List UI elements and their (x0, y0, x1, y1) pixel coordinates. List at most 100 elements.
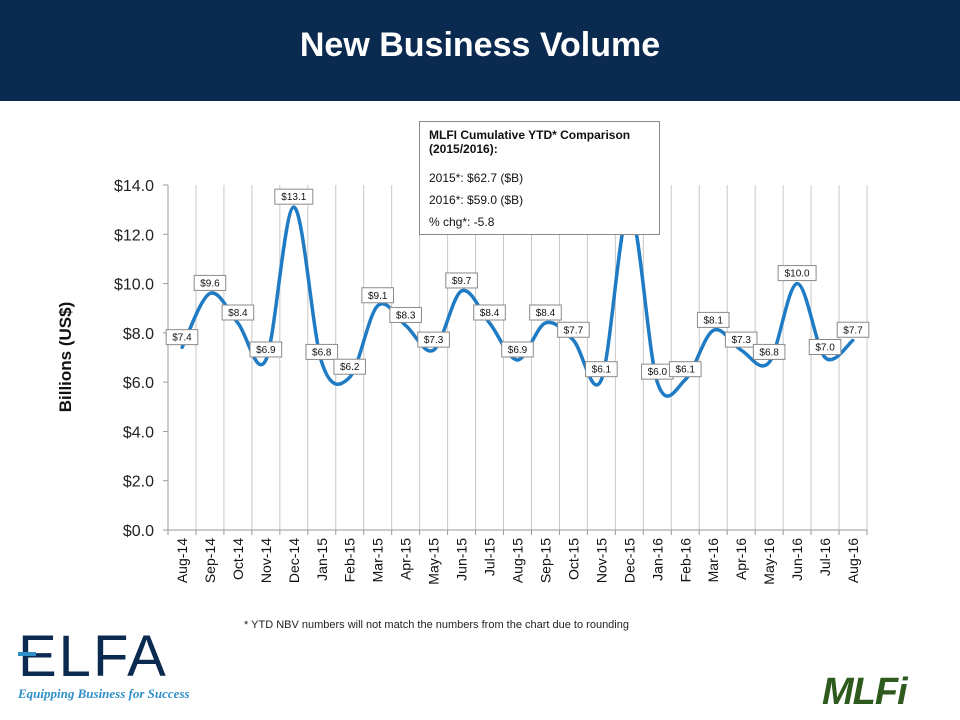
x-tick-label: May-16 (761, 538, 777, 585)
ytd-comparison-title: MLFI Cumulative YTD* Comparison (2015/20… (429, 128, 631, 156)
data-label: $6.9 (256, 345, 276, 356)
data-point (460, 289, 464, 293)
x-tick-label: Jul-15 (482, 538, 498, 576)
data-label: $7.4 (172, 333, 192, 344)
data-label: $6.0 (648, 367, 668, 378)
x-tick-label: Apr-15 (398, 538, 414, 580)
page-title: New Business Volume (299, 26, 661, 64)
data-point (292, 205, 296, 209)
data-point (432, 348, 436, 352)
x-tick-label: May-15 (426, 538, 442, 585)
ytd-2016-line: 2016*: $59.0 ($B) (429, 193, 524, 207)
y-tick-label: $0.0 (123, 523, 154, 540)
data-label-box (333, 358, 367, 375)
x-tick-label: Aug-16 (845, 538, 861, 583)
data-point (599, 378, 603, 382)
x-tick-label: Jan-15 (314, 538, 330, 581)
data-point (348, 375, 352, 379)
data-point (767, 360, 771, 364)
data-label: $9.6 (200, 278, 220, 289)
data-point (264, 358, 268, 362)
data-label: $6.2 (340, 362, 360, 373)
data-point (823, 356, 827, 359)
data-point (180, 346, 184, 350)
mlfi-logo: MLFi (822, 671, 908, 713)
data-point (236, 321, 240, 325)
data-label: $6.8 (759, 347, 779, 358)
elfa-logo-word: ELFA (18, 624, 168, 689)
data-label-box (165, 329, 199, 346)
x-tick-label: Nov-15 (593, 538, 609, 583)
data-label-box (777, 265, 817, 282)
x-tick-label: Aug-15 (510, 538, 526, 583)
x-tick-label: Feb-16 (677, 538, 693, 583)
x-tick-label: Oct-15 (565, 538, 581, 580)
data-label-box (274, 188, 314, 205)
x-tick-label: Dec-14 (286, 538, 302, 583)
data-label-box (836, 321, 870, 338)
data-label: $6.1 (676, 365, 696, 376)
x-tick-label: Oct-14 (230, 538, 246, 580)
data-label-box (221, 304, 255, 321)
data-label-box (808, 339, 842, 355)
data-label-box (445, 272, 478, 289)
y-tick-label: $12.0 (114, 227, 154, 244)
data-label-box (585, 361, 618, 378)
data-point (851, 338, 855, 342)
data-label-box (696, 311, 730, 328)
y-tick-label: $2.0 (123, 474, 154, 491)
data-point (795, 282, 799, 286)
data-label-box (389, 306, 422, 323)
data-label: $7.7 (843, 325, 863, 336)
data-label-box (752, 343, 786, 360)
data-point (516, 358, 519, 362)
x-tick-label: Apr-16 (733, 538, 749, 580)
data-label: $9.1 (368, 291, 388, 302)
x-tick-label: Dec-15 (621, 538, 637, 583)
x-tick-label: Sep-15 (537, 538, 553, 583)
y-tick-label: $6.0 (123, 375, 154, 392)
data-point (208, 291, 212, 295)
footnote: * YTD NBV numbers will not match the num… (244, 619, 629, 631)
data-point (404, 323, 408, 327)
x-tick-label: Sep-14 (202, 538, 218, 583)
elfa-logo: ELFA Equipping Business for Success (18, 628, 218, 708)
y-tick-label: $10.0 (114, 277, 154, 294)
data-label: $13.1 (281, 192, 306, 203)
data-label-box (557, 321, 590, 338)
data-point (739, 348, 743, 352)
data-label: $6.1 (592, 365, 612, 376)
header-bar: New Business Volume (0, 0, 960, 101)
x-tick-label: Jan-16 (649, 538, 665, 581)
y-tick-label: $8.0 (123, 326, 154, 343)
data-label-box (724, 331, 758, 348)
x-tick-label: Jun-16 (789, 538, 805, 581)
data-label-box (473, 304, 506, 321)
data-label: $10.0 (785, 269, 810, 280)
data-label: $8.1 (703, 315, 723, 326)
x-tick-label: Aug-14 (174, 538, 190, 583)
elfa-logo-accent (18, 652, 36, 656)
data-label-box (417, 331, 450, 348)
x-tick-label: Jul-16 (817, 538, 833, 576)
data-label: $7.3 (731, 335, 751, 346)
x-tick-label: Mar-16 (705, 538, 721, 583)
x-tick-label: Nov-14 (258, 538, 274, 583)
data-label: $7.7 (564, 325, 584, 336)
data-label-box (305, 343, 339, 360)
ytd-change-line: % chg*: -5.8 (429, 215, 495, 229)
data-label: $7.3 (424, 335, 444, 346)
data-label: $8.4 (536, 308, 556, 319)
data-label-box (668, 361, 702, 378)
data-point (320, 360, 324, 364)
data-point (655, 380, 659, 384)
data-label-box (529, 304, 562, 321)
data-point (376, 304, 380, 308)
data-label-box (361, 287, 394, 304)
elfa-logo-tagline: Equipping Business for Success (18, 686, 190, 701)
x-tick-label: Feb-15 (342, 538, 358, 583)
data-label-box (501, 341, 534, 358)
data-label: $6.9 (508, 345, 528, 356)
data-point (543, 321, 547, 325)
